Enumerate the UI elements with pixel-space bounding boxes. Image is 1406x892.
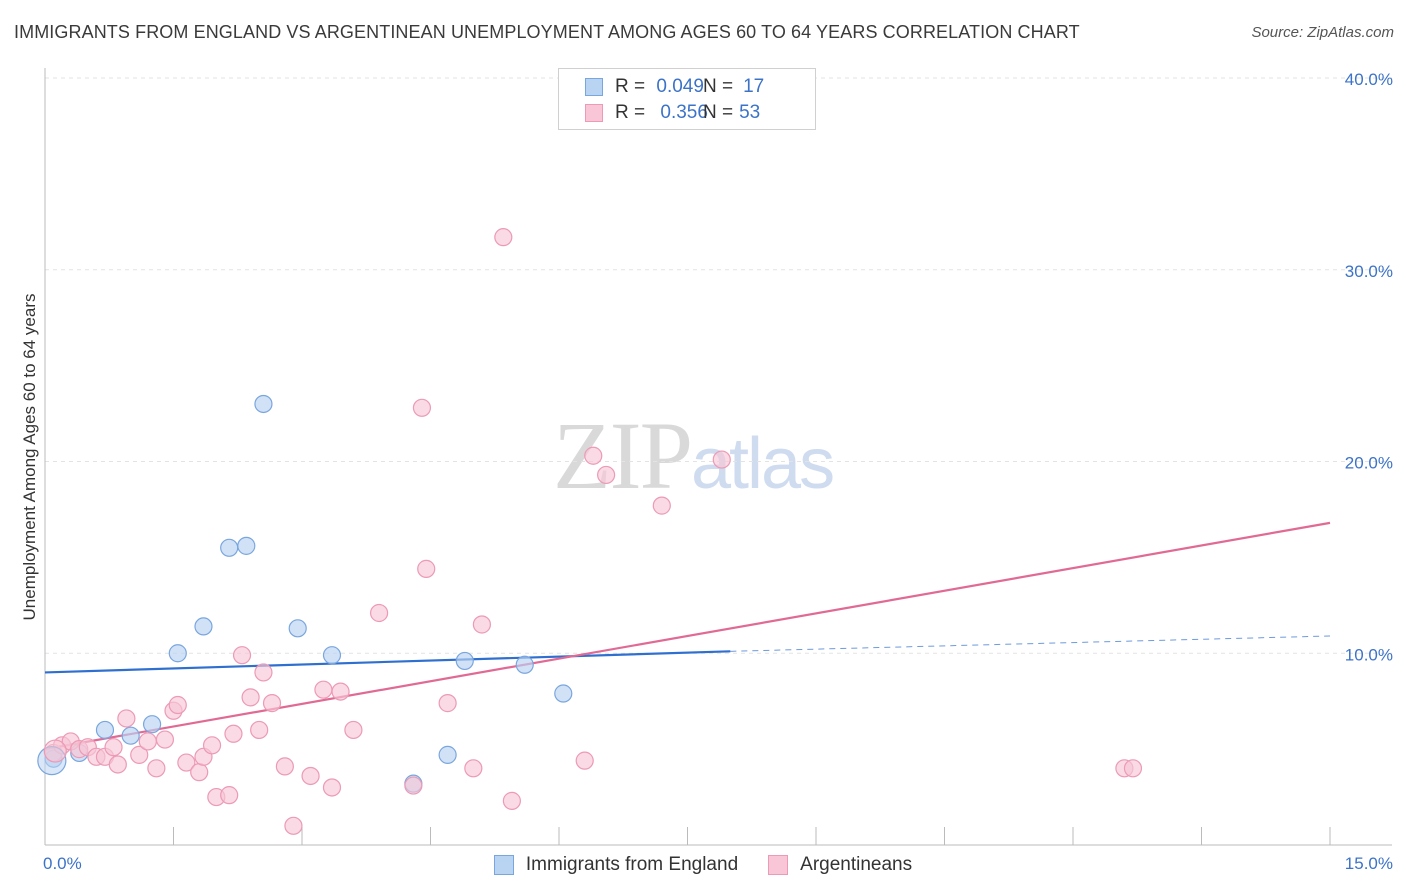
- series-legend: Immigrants from England Argentineans: [0, 851, 1406, 879]
- england-point: [237, 536, 256, 555]
- argentina-point: [344, 720, 363, 740]
- argentina-point: [331, 682, 350, 701]
- argentina-point: [104, 738, 123, 757]
- argentina-point: [275, 757, 294, 776]
- argentina-point: [370, 603, 389, 623]
- argentina-point: [224, 724, 243, 743]
- watermark-zip: ZIP: [553, 402, 693, 509]
- n-label: N =: [703, 102, 734, 123]
- argentina-point: [404, 776, 423, 795]
- england-point: [322, 646, 342, 665]
- argentina-point: [472, 615, 491, 634]
- argentina-point: [322, 778, 342, 797]
- argentina-point: [138, 732, 157, 751]
- england-point: [194, 617, 213, 636]
- england-point: [455, 651, 474, 671]
- argentina-point: [147, 759, 166, 778]
- argentina-point: [190, 763, 209, 782]
- legend-row-england: R = 0.049 N = 17: [585, 74, 764, 100]
- axes: [44, 68, 1392, 846]
- england-point: [168, 644, 187, 663]
- argentina-point: [438, 694, 457, 713]
- argentina-point: [1123, 759, 1143, 778]
- r-label: R =: [615, 102, 646, 123]
- england-point: [288, 619, 307, 638]
- legend-row-argentina: R = 0.356 N = 53: [585, 100, 760, 126]
- data-points: [37, 228, 1143, 835]
- y-tick-label: 40.0%: [1345, 70, 1393, 89]
- argentina-point: [168, 695, 187, 715]
- england-point: [515, 655, 534, 674]
- england-trend-line: [44, 650, 731, 674]
- england-swatch: [585, 78, 603, 96]
- r-value: 0.049: [656, 76, 704, 97]
- argentina-trend-line: [44, 521, 1331, 751]
- argentina-point: [108, 755, 127, 774]
- trend-lines: [44, 521, 1331, 751]
- y-tick-label: 30.0%: [1345, 262, 1393, 281]
- argentina-point: [417, 559, 436, 578]
- england-point: [220, 538, 239, 557]
- y-tick-label: 10.0%: [1345, 645, 1393, 664]
- argentina-swatch: [768, 855, 789, 875]
- argentina-point: [575, 751, 594, 770]
- legend-label: Argentineans: [800, 854, 913, 875]
- argentina-point: [177, 753, 196, 772]
- england-point: [142, 715, 162, 734]
- argentina-swatch: [585, 104, 603, 122]
- argentina-point: [301, 766, 320, 786]
- n-value: 17: [743, 76, 765, 97]
- argentina-point: [220, 786, 239, 805]
- correlation-legend: R = 0.049 N = 17 R = 0.356 N = 53: [558, 68, 816, 130]
- argentina-point: [652, 496, 671, 515]
- argentina-point: [284, 816, 303, 835]
- legend-item-argentina: Argentineans: [768, 854, 912, 876]
- england-point: [254, 394, 273, 414]
- argentina-point: [314, 680, 333, 699]
- source-credit: Source: ZipAtlas.com: [1251, 24, 1394, 41]
- argentina-point: [254, 663, 273, 682]
- watermark: ZIPatlas: [553, 400, 835, 511]
- x-tick-label: 15.0%: [1345, 854, 1393, 873]
- argentina-point: [241, 688, 260, 707]
- argentina-point: [130, 745, 149, 764]
- r-label: R =: [615, 76, 646, 97]
- n-label: N =: [703, 76, 734, 97]
- argentina-point: [502, 791, 521, 810]
- legend-label: Immigrants from England: [525, 854, 739, 875]
- y-tick-label: 20.0%: [1345, 454, 1393, 473]
- argentina-point: [202, 736, 222, 755]
- r-value: 0.356: [660, 102, 708, 123]
- england-swatch: [493, 855, 514, 875]
- chart-title: IMMIGRANTS FROM ENGLAND VS ARGENTINEAN U…: [14, 22, 1080, 42]
- tick-labels: 10.0% 20.0% 30.0% 40.0% 0.0% 15.0%: [43, 70, 1393, 873]
- argentina-point: [155, 730, 175, 749]
- argentina-point: [584, 446, 603, 465]
- argentina-point: [117, 709, 136, 728]
- n-value: 53: [739, 102, 761, 123]
- argentina-point: [262, 694, 282, 713]
- argentina-point: [43, 739, 67, 763]
- grid-lines: [45, 77, 1392, 654]
- england-point: [554, 684, 573, 703]
- argentina-point: [464, 759, 483, 778]
- argentina-point: [250, 720, 269, 740]
- england-point: [438, 745, 457, 764]
- argentina-point: [712, 450, 731, 469]
- x-tick-label: 0.0%: [43, 854, 82, 873]
- argentina-point: [412, 398, 432, 417]
- argentina-point: [597, 465, 616, 485]
- argentina-point: [494, 228, 513, 247]
- argentina-point: [232, 646, 252, 665]
- england-point: [121, 726, 140, 745]
- england-point: [95, 720, 115, 740]
- legend-item-england: Immigrants from England: [493, 854, 739, 876]
- england-trend-extension: [730, 635, 1331, 652]
